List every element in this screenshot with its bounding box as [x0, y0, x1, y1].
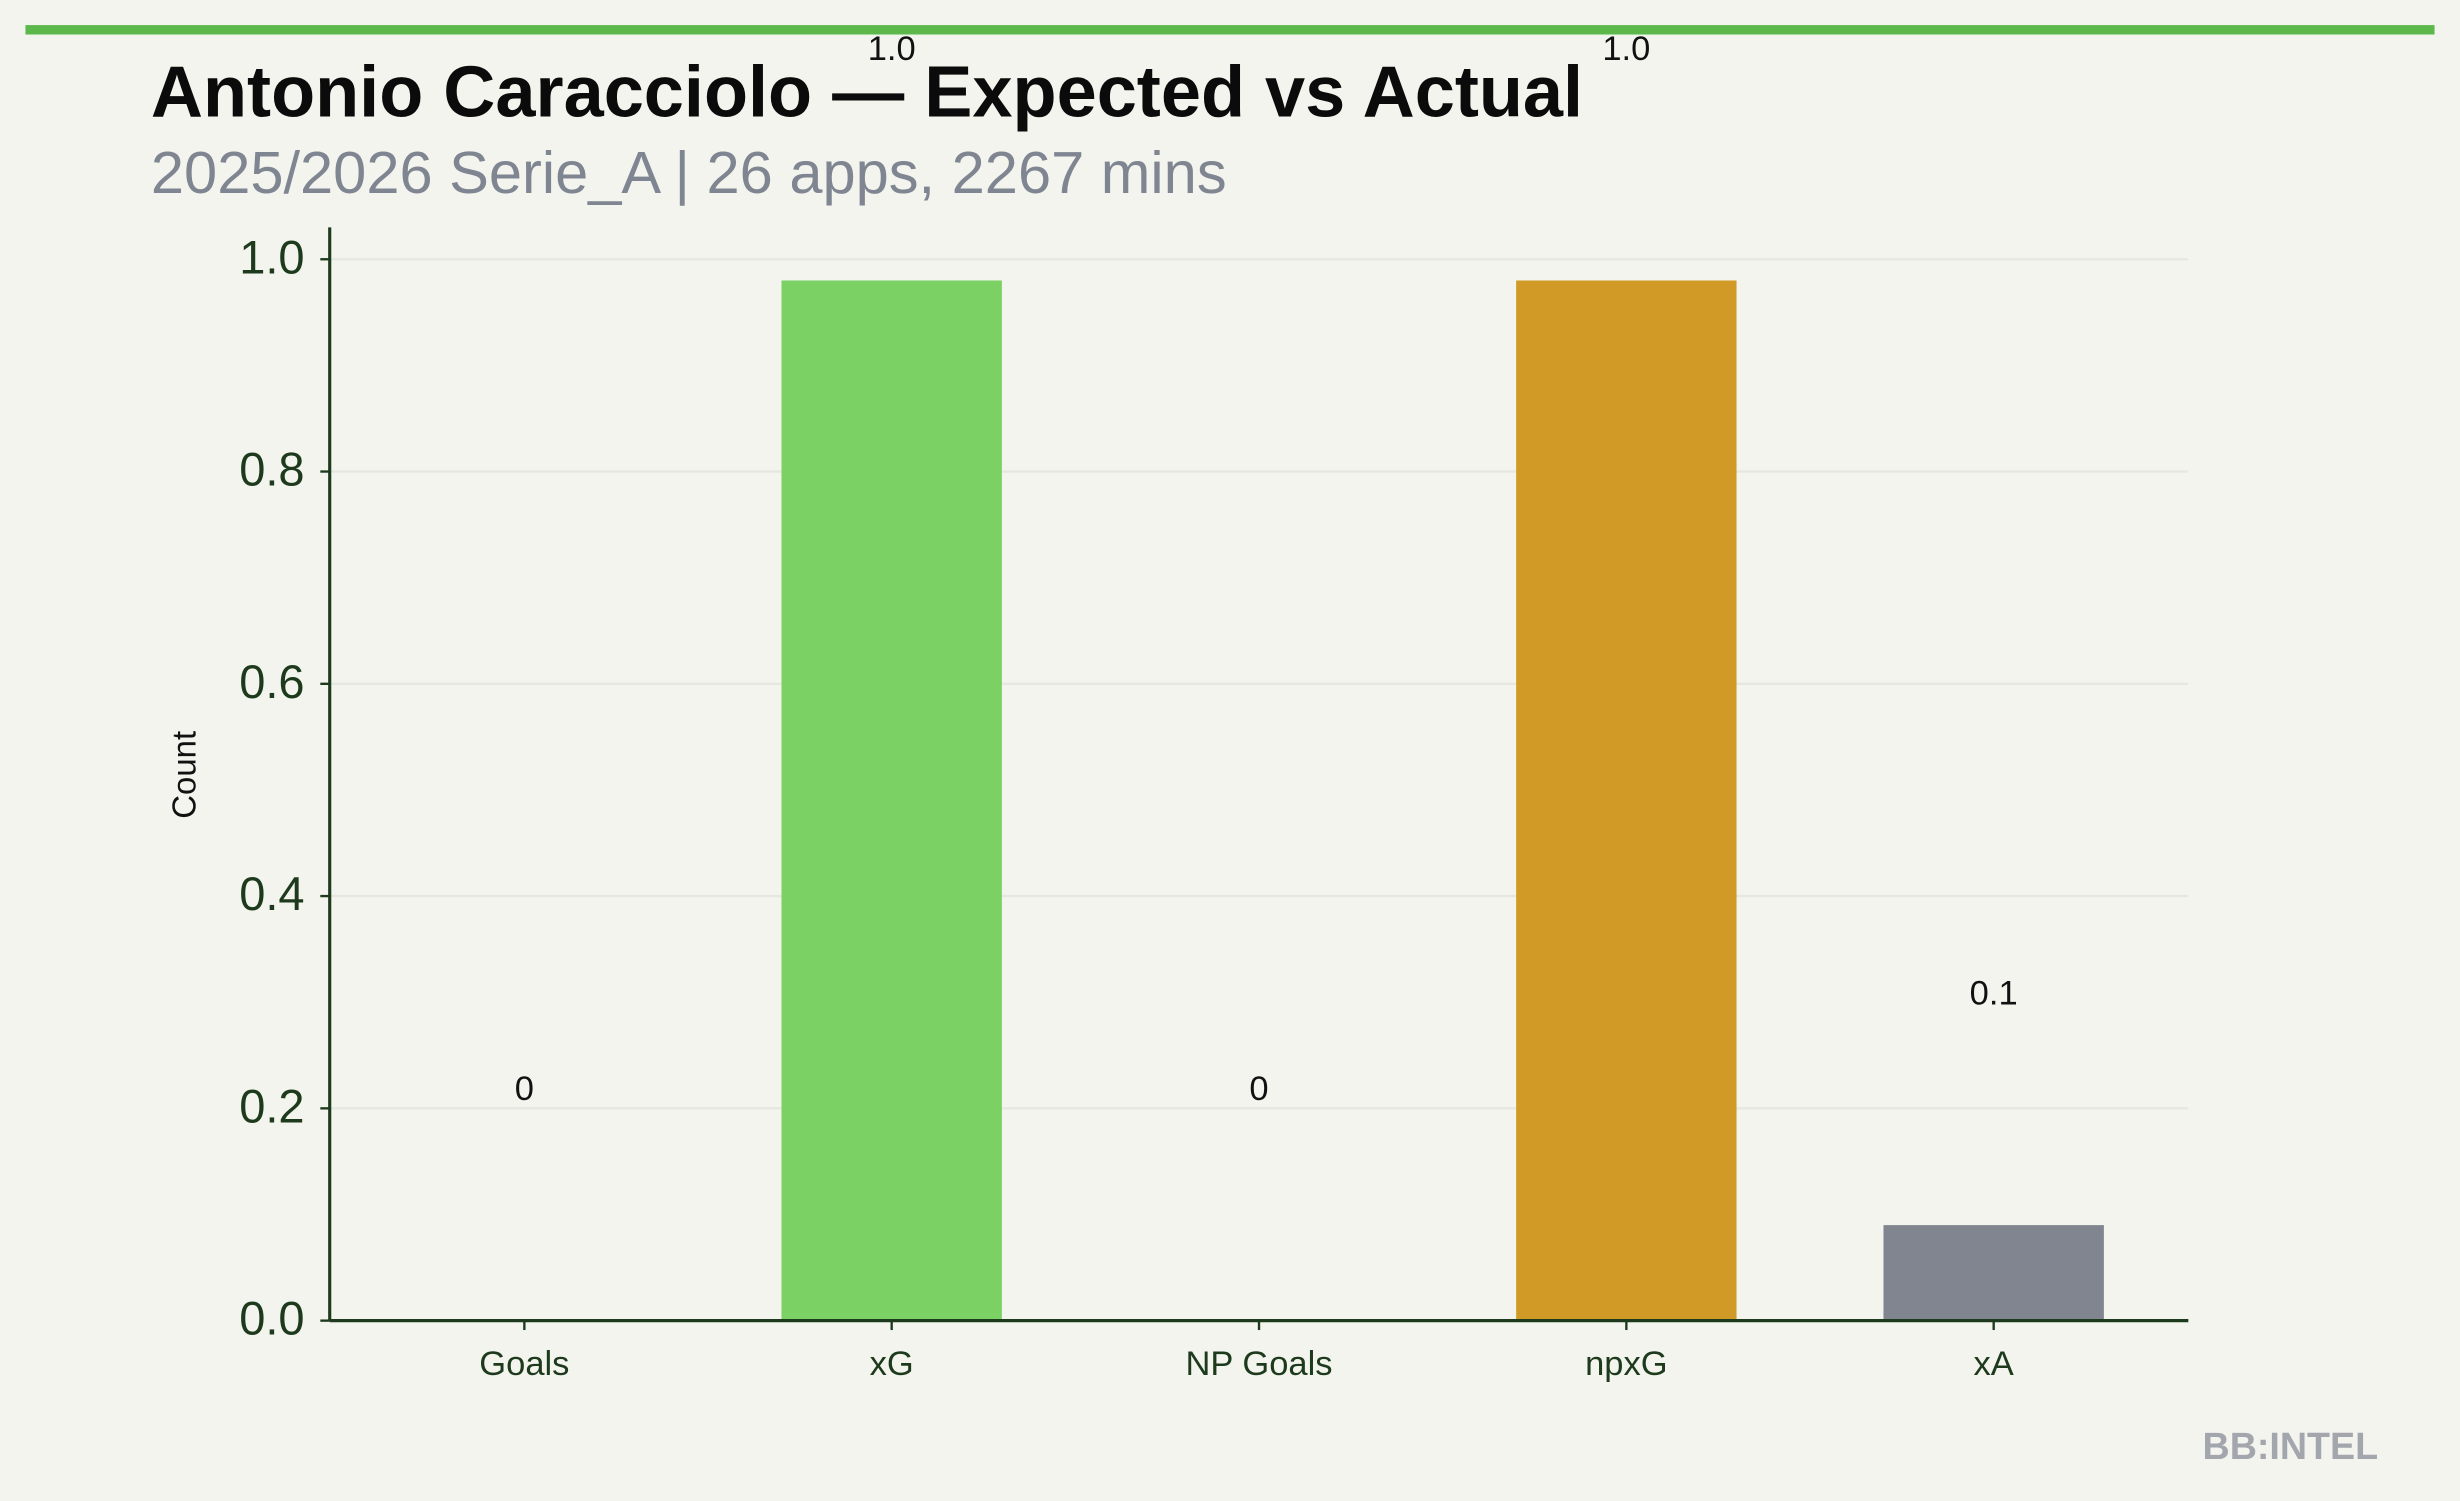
footer: BB:INTEL	[2203, 1425, 2379, 1467]
y-tick-label: 0.6	[239, 655, 304, 708]
value-label: 0.1	[1970, 975, 2018, 1013]
bar	[1883, 1225, 2104, 1321]
value-label: 0	[1249, 1070, 1268, 1108]
y-axis-label: Count	[166, 731, 203, 819]
x-tick-label: xG	[870, 1345, 914, 1383]
y-tick-label: 0.8	[239, 443, 304, 496]
x-tick-label: Goals	[479, 1345, 569, 1383]
bar	[1516, 280, 1737, 1321]
y-tick-label: 0.4	[239, 867, 304, 920]
value-label: 0	[515, 1070, 534, 1108]
x-tick-label: xA	[1974, 1345, 2014, 1383]
bar	[781, 280, 1002, 1321]
y-tick-label: 1.0	[239, 230, 304, 283]
y-tick-label: 0.2	[239, 1079, 304, 1132]
value-label: 1.0	[868, 30, 916, 68]
value-label: 1.0	[1602, 30, 1650, 68]
chart-title: Antonio Caracciolo — Expected vs Actual	[151, 52, 1583, 132]
y-tick-label: 0.0	[239, 1292, 304, 1345]
chart-subtitle: 2025/2026 Serie_A | 26 apps, 2267 mins	[151, 139, 1227, 206]
top-accent	[25, 25, 2435, 35]
x-tick-label: NP Goals	[1186, 1345, 1333, 1383]
x-tick-label: npxG	[1585, 1345, 1667, 1383]
